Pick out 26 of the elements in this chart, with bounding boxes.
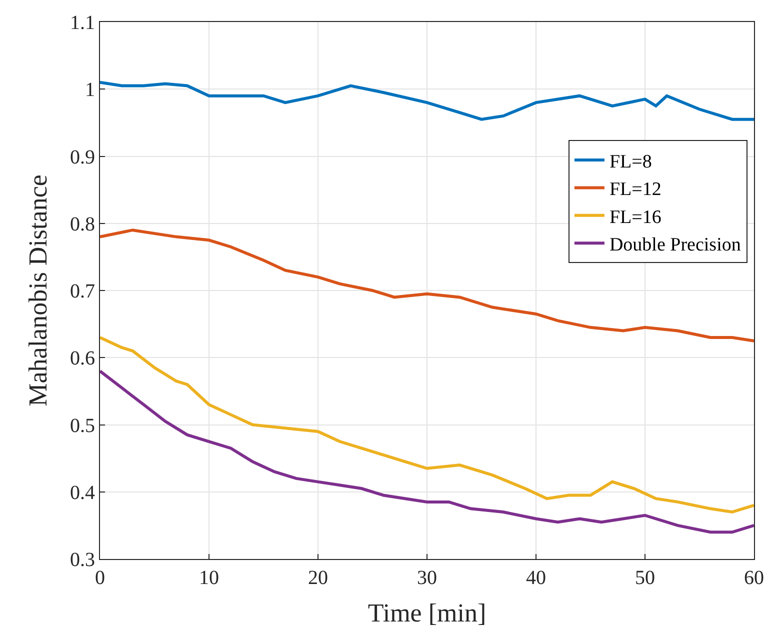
line-series (100, 228, 754, 342)
legend-label: FL=16 (609, 206, 662, 228)
x-tick-label: 20 (308, 567, 328, 589)
x-tick-label: 30 (417, 567, 437, 589)
x-tick-label: 50 (635, 567, 655, 589)
y-tick-label: 0.9 (70, 146, 95, 168)
x-tick-label: 40 (526, 567, 546, 589)
y-tick-label: 0.5 (70, 414, 95, 437)
legend-label: FL=8 (609, 151, 652, 172)
x-tick-label: 10 (199, 567, 219, 589)
y-tick-label: 0.8 (70, 213, 95, 236)
line-series (100, 336, 754, 514)
x-axis-title: Time [min] (368, 598, 486, 628)
y-tick-label: 0.4 (70, 482, 95, 504)
x-tick-label: 0 (95, 567, 105, 589)
line-series (100, 370, 754, 534)
legend-label: FL=12 (609, 179, 662, 200)
y-axis-title: Mahalanobis Distance (23, 174, 52, 406)
y-tick-label: 0.3 (70, 549, 95, 571)
y-tick-label: 0.7 (70, 280, 95, 302)
y-tick-label: 1.1 (70, 12, 95, 34)
y-tick-label: 1 (85, 79, 95, 102)
line-series (100, 80, 754, 121)
legend-label: Double Precision (609, 234, 742, 256)
y-tick-label: 0.6 (70, 348, 95, 370)
x-tick-label: 60 (744, 567, 764, 589)
